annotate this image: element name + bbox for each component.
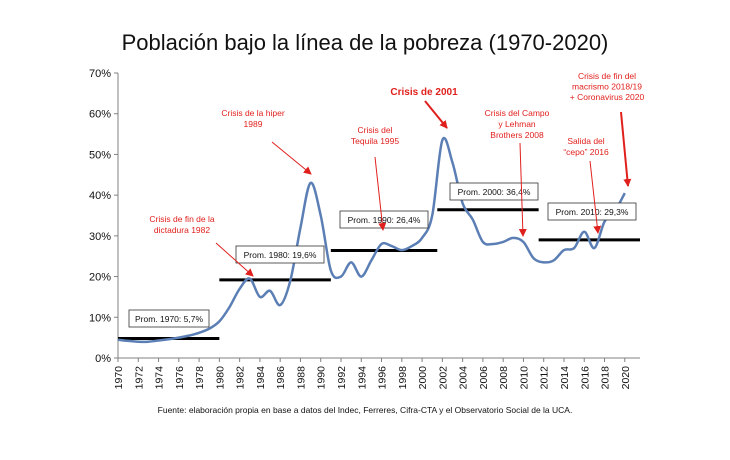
annotation: Salida del“cepo” 2016 xyxy=(563,136,609,234)
average-label: Prom. 2010: 29,3% xyxy=(547,202,637,221)
chart-source-note: Fuente: elaboración propia en base a dat… xyxy=(157,405,573,415)
average-label: Prom. 1990: 26,4% xyxy=(339,210,429,229)
average-label-text: Prom. 1980: 19,6% xyxy=(244,250,317,260)
average-label: Prom. 1980: 19,6% xyxy=(235,245,325,264)
annotation-arrow xyxy=(589,160,602,234)
x-tick-label: 1998 xyxy=(397,366,409,390)
average-label-text: Prom. 2010: 29,3% xyxy=(556,207,629,217)
series-line-group xyxy=(117,136,626,344)
y-tick-label: 30% xyxy=(89,231,111,243)
x-tick-label: 2002 xyxy=(437,366,449,390)
x-tick-label: 1972 xyxy=(133,366,145,390)
x-tick-label: 1982 xyxy=(235,366,247,390)
x-tick-label: 2014 xyxy=(559,366,571,390)
x-tick-label: 1988 xyxy=(295,366,307,390)
x-tick-label: 1970 xyxy=(113,366,125,390)
annotation-text: “cepo” 2016 xyxy=(563,147,609,157)
x-tick-label: 1974 xyxy=(154,366,166,390)
x-tick-label: 2018 xyxy=(600,366,612,390)
y-tick-label: 10% xyxy=(89,312,111,324)
annotation-arrow xyxy=(620,111,632,187)
annotation-text: Crisis de fin de la xyxy=(149,214,214,224)
x-tick-label: 1996 xyxy=(377,366,389,390)
x-tick-label: 2000 xyxy=(417,366,429,390)
average-label-box xyxy=(449,182,539,201)
x-tick-label: 2012 xyxy=(539,366,551,390)
annotation-text: Crisis de la hiper xyxy=(221,108,284,118)
annotation-text: Crisis de 2001 xyxy=(390,87,458,98)
annotation-arrow xyxy=(271,141,312,175)
annotation-text: Crisis de fin del xyxy=(578,71,636,81)
average-label-box xyxy=(235,245,325,264)
annotation: Crisis de 2001 xyxy=(390,87,458,129)
average-label-text: Prom. 1970: 5,7% xyxy=(135,314,203,324)
average-label-text: Prom. 1990: 26,4% xyxy=(348,215,421,225)
chart-title: Población bajo la línea de la pobreza (1… xyxy=(121,30,609,55)
annotation-text: Salida del xyxy=(567,136,604,146)
average-labels: Prom. 1970: 5,7% Prom. 1980: 19,6% Prom. 1… xyxy=(128,182,637,328)
average-label-text: Prom. 2000: 36,4% xyxy=(458,187,531,197)
x-tick-label: 1992 xyxy=(336,366,348,390)
annotation-text: y Lehman xyxy=(498,119,536,129)
y-tick-label: 40% xyxy=(89,190,111,202)
average-label: Prom. 2000: 36,4% xyxy=(449,182,539,201)
x-tick-label: 2006 xyxy=(478,366,490,390)
series-line xyxy=(117,136,626,344)
y-tick-label: 60% xyxy=(89,109,111,121)
x-tick-label: 2010 xyxy=(518,366,530,390)
y-tick-label: 20% xyxy=(89,272,111,284)
x-tick-label: 1976 xyxy=(174,366,186,390)
x-tick-label: 1980 xyxy=(214,366,226,390)
annotation-arrow xyxy=(518,142,527,237)
average-label-box xyxy=(547,202,637,221)
y-tick-label: 0% xyxy=(95,353,111,365)
x-tick-label: 1990 xyxy=(316,366,328,390)
x-tick-label: 2016 xyxy=(579,366,591,390)
annotation-text: Crisis del xyxy=(358,125,393,135)
x-tick-label: 2020 xyxy=(620,366,632,390)
annotation-text: 1989 xyxy=(244,119,263,129)
axes: 0% 10% 20% 30% 40% 50% 60% 70% 1970 1972 1974 1976 1… xyxy=(89,68,640,389)
x-tick-label: 1984 xyxy=(255,366,267,390)
annotation-text: Brothers 2008 xyxy=(490,130,544,140)
x-tick-label: 1994 xyxy=(356,366,368,390)
annotation-text: + Coronavirus 2020 xyxy=(570,92,645,102)
annotation-arrow xyxy=(374,156,387,231)
average-label-box xyxy=(128,309,210,328)
annotation-text: macrismo 2018/19 xyxy=(572,82,642,92)
x-tick-label: 2004 xyxy=(458,366,470,390)
annotation-text: dictadura 1982 xyxy=(154,225,211,235)
x-tick-label: 1986 xyxy=(275,366,287,390)
x-tick-label: 2008 xyxy=(498,366,510,390)
annotation-arrow xyxy=(424,100,448,129)
y-tick-label: 50% xyxy=(89,149,111,161)
average-label: Prom. 1970: 5,7% xyxy=(128,309,210,328)
y-tick-label: 70% xyxy=(89,68,111,80)
annotation-arrow xyxy=(215,242,254,277)
annotation-text: Tequila 1995 xyxy=(351,136,399,146)
x-tick-label: 1978 xyxy=(194,366,206,390)
annotation-text: Crisis del Campo xyxy=(485,108,550,118)
